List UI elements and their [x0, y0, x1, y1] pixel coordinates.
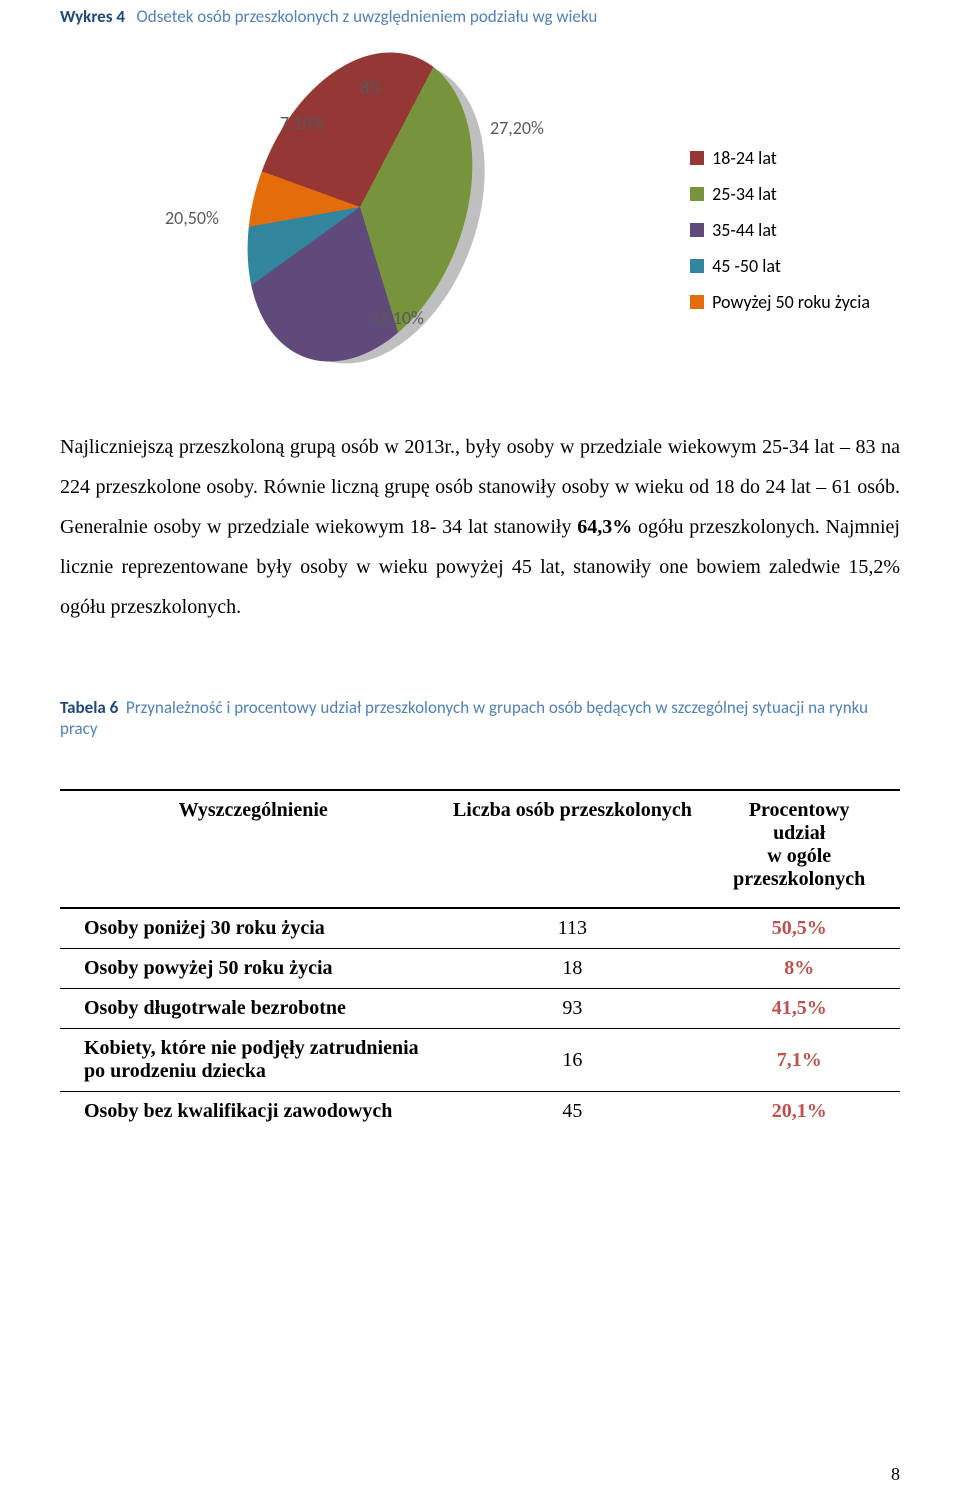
legend-label: Powyżej 50 roku życia [712, 291, 870, 313]
table-caption-title: Przynależność i procentowy udział przesz… [60, 697, 868, 739]
table-col-0: Wyszczególnienie [60, 790, 446, 908]
legend-swatch [690, 223, 704, 237]
legend-item: 18-24 lat [690, 147, 870, 169]
legend-swatch [690, 187, 704, 201]
legend-label: 45 -50 lat [712, 255, 781, 277]
legend-label: 18-24 lat [712, 147, 777, 169]
pie-slice-label-4: 8% [360, 77, 382, 99]
table-cell-pct: 20,1% [698, 1092, 900, 1132]
table-row: Osoby bez kwalifikacji zawodowych4520,1% [60, 1092, 900, 1132]
chart-caption: Wykres 4 Odsetek osób przeszkolonych z u… [60, 6, 900, 27]
table-cell-count: 16 [446, 1029, 698, 1092]
table-cell-label: Osoby powyżej 50 roku życia [60, 949, 446, 989]
pie-chart: 27,20% 37,10% 20,50% 7,10% 8% 18-24 lat 2… [60, 57, 880, 397]
table-header-row: Wyszczególnienie Liczba osób przeszkolon… [60, 790, 900, 908]
table-cell-label: Kobiety, które nie podjęły zatrudnienia … [60, 1029, 446, 1092]
chart-caption-label: Wykres 4 [60, 6, 125, 27]
table-cell-count: 18 [446, 949, 698, 989]
data-table: Wyszczególnienie Liczba osób przeszkolon… [60, 789, 900, 1131]
pie-legend: 18-24 lat 25-34 lat 35-44 lat 45 -50 lat Pow… [690, 147, 870, 327]
page-number: 8 [891, 1464, 900, 1485]
pie-slice-label-0: 27,20% [490, 117, 544, 139]
table-cell-label: Osoby bez kwalifikacji zawodowych [60, 1092, 446, 1132]
legend-item: 35-44 lat [690, 219, 870, 241]
table-row: Osoby poniżej 30 roku życia11350,5% [60, 908, 900, 949]
legend-swatch [690, 295, 704, 309]
table-row: Osoby długotrwale bezrobotne9341,5% [60, 989, 900, 1029]
legend-item: 45 -50 lat [690, 255, 870, 277]
table-row: Osoby powyżej 50 roku życia188% [60, 949, 900, 989]
body-text-bold: 64,3% [577, 516, 632, 538]
table-cell-pct: 50,5% [698, 908, 900, 949]
table-cell-count: 45 [446, 1092, 698, 1132]
table-cell-count: 113 [446, 908, 698, 949]
legend-label: 25-34 lat [712, 183, 777, 205]
legend-swatch [690, 151, 704, 165]
table-row: Kobiety, które nie podjęły zatrudnienia … [60, 1029, 900, 1092]
table-cell-count: 93 [446, 989, 698, 1029]
pie-slice-label-1: 37,10% [370, 307, 424, 329]
table-cell-pct: 7,1% [698, 1029, 900, 1092]
table-cell-label: Osoby długotrwale bezrobotne [60, 989, 446, 1029]
pie-slice-label-3: 7,10% [280, 112, 325, 134]
pie-slice-label-2: 20,50% [165, 207, 219, 229]
table-cell-label: Osoby poniżej 30 roku życia [60, 908, 446, 949]
legend-label: 35-44 lat [712, 219, 777, 241]
legend-item: Powyżej 50 roku życia [690, 291, 870, 313]
table-cell-pct: 41,5% [698, 989, 900, 1029]
legend-swatch [690, 259, 704, 273]
table-caption: Tabela 6 Przynależność i procentowy udzi… [60, 697, 900, 739]
table-cell-pct: 8% [698, 949, 900, 989]
chart-caption-title: Odsetek osób przeszkolonych z uwzględnie… [129, 6, 597, 27]
legend-item: 25-34 lat [690, 183, 870, 205]
table-col-1: Liczba osób przeszkolonych [446, 790, 698, 908]
body-paragraph: Najliczniejszą przeszkoloną grupą osób w… [60, 427, 900, 627]
table-caption-label: Tabela 6 [60, 697, 118, 718]
table-col-2: Procentowy udział w ogóle przeszkolonych [698, 790, 900, 908]
